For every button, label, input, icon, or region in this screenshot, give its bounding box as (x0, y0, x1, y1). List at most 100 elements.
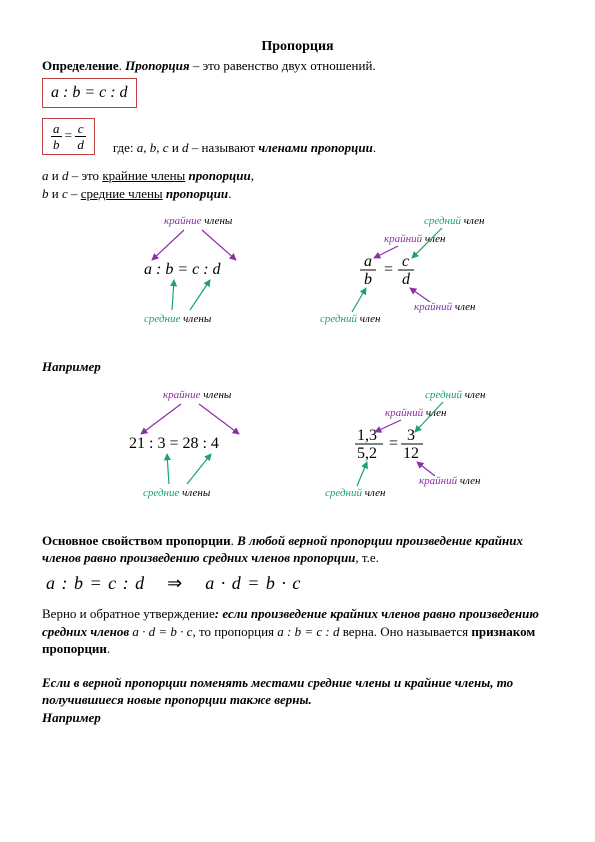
svg-text:крайний член: крайний член (419, 475, 481, 487)
diagram2-eq: 21 : 3 = 28 : 4 (129, 435, 219, 452)
extremes-line: a и d – это крайние члены пропорции, (42, 167, 553, 185)
inverse-eq2: a : b = c : d (277, 624, 339, 639)
lbl-mean1: средний (424, 215, 462, 227)
lbl2-members2: члены (182, 487, 211, 499)
lbl-extremes: крайние (164, 215, 202, 227)
means-line: b и c – средние члены пропорции. (42, 185, 553, 203)
lbl-mean2: средний (320, 313, 358, 325)
diagram-colon-abcd: крайние члены a : b = c : d средние член… (94, 210, 284, 330)
lbl3-member3: член (364, 487, 385, 499)
lbl-member4: член (454, 301, 475, 313)
svg-text:крайний член: крайний член (385, 407, 447, 419)
lbl-extreme1: крайний (384, 233, 423, 245)
property-equation: a : b = c : d ⇒ a · d = b · c (46, 571, 553, 595)
extremes-and: и (52, 168, 59, 183)
lbl-member3: член (359, 313, 380, 325)
svg-text:средние члены: средние члены (144, 313, 212, 325)
svg-text:средние члены: средние члены (143, 487, 211, 499)
frac-b: b (51, 136, 62, 151)
svg-text:крайний член: крайний член (384, 233, 446, 245)
lbl2-extremes: крайние (163, 389, 201, 401)
means-and: и (52, 186, 59, 201)
members-and: и (172, 140, 179, 155)
svg-text:средний член: средний член (424, 215, 485, 227)
lbl2-members: члены (203, 389, 232, 401)
extremes-a: a (42, 168, 49, 183)
inverse-pre: Верно и обратное утверждение (42, 606, 215, 621)
definition-prefix: Определение (42, 58, 119, 73)
swap-example: Например (42, 709, 553, 727)
definition-term: Пропорция (125, 58, 190, 73)
lbl-members: члены (204, 215, 233, 227)
page-title: Пропорция (42, 38, 553, 57)
members-letters: a, b, c (137, 140, 169, 155)
svg-text:средний член: средний член (325, 487, 386, 499)
extremes-term: пропорции (189, 168, 251, 183)
lbl3-extreme2: крайний (419, 475, 458, 487)
diagram-frac-nums: средний член крайний член 1,3 5,2 = 3 12… (307, 384, 507, 504)
prop-suffix: , т.е. (355, 550, 378, 565)
d2-frac-d: 12 (403, 445, 419, 462)
diagram-frac-abcd: средний член крайний член a b = c d сред… (302, 210, 502, 330)
extremes-suffix: это (81, 168, 99, 183)
svg-text:крайние члены: крайние члены (163, 389, 232, 401)
svg-text:средний член: средний член (425, 389, 486, 401)
d1-frac-b: b (364, 271, 372, 288)
inverse-eq: a · d = b · c (132, 624, 192, 639)
prop-eq-left: a : b = c : d (46, 573, 145, 593)
definition-text: это равенство двух отношений. (203, 58, 376, 73)
frac-a: a (51, 122, 62, 136)
means-c: c (62, 186, 68, 201)
diagram-row-2: крайние члены 21 : 3 = 28 : 4 средние чл… (42, 384, 553, 504)
frac-c: c (76, 122, 86, 136)
members-d: d (182, 140, 189, 155)
property-text: Основное свойством пропорции. В любой ве… (42, 532, 553, 567)
equation-frac-box: a b = c d (42, 118, 95, 155)
lbl2-means: средние (143, 487, 180, 499)
svg-text:=: = (389, 435, 398, 452)
equation-colon-box: a : b = c : d (42, 78, 137, 108)
svg-text:средний член: средний член (320, 313, 381, 325)
members-caption: где: a, b, c и d – называют членами проп… (113, 139, 376, 157)
lbl3-member1: член (464, 389, 485, 401)
definition-line: Определение. Пропорция – это равенство д… (42, 57, 553, 75)
lbl-member1: член (463, 215, 484, 227)
example-header: Например (42, 358, 553, 376)
prop-arrow: ⇒ (167, 573, 183, 593)
d2-frac-c: 3 (407, 427, 415, 444)
svg-text:крайние члены: крайние члены (164, 215, 233, 227)
prop-prefix: Основное свойством пропорции (42, 533, 231, 548)
members-prefix: где: (113, 140, 134, 155)
swap-text: Если в верной пропорции поменять местами… (42, 674, 553, 709)
means-underline: средние члены (81, 186, 163, 201)
d1-frac-c: c (402, 253, 409, 270)
extremes-underline: крайние члены (102, 168, 185, 183)
members-suffix: называют (202, 140, 256, 155)
means-term: пропорции (166, 186, 228, 201)
d2-frac-a: 1,3 (357, 427, 377, 444)
svg-text:=: = (384, 261, 393, 278)
frac-d: d (75, 136, 86, 151)
members-term: членами пропорции (258, 140, 373, 155)
frac-rhs: c d (75, 122, 86, 151)
lbl3-mean2: средний (325, 487, 363, 499)
lbl3-mean1: средний (425, 389, 463, 401)
d2-frac-b: 5,2 (357, 445, 377, 462)
lbl-members2: члены (183, 313, 212, 325)
inverse-mid2: верна. Оно называется (343, 624, 468, 639)
extremes-d: d (62, 168, 69, 183)
lbl3-extreme1: крайний (385, 407, 424, 419)
frac-lhs: a b (51, 122, 62, 151)
d1-frac-a: a (364, 253, 372, 270)
inverse-text: Верно и обратное утверждение: если произ… (42, 605, 553, 658)
d1-frac-d: d (402, 271, 411, 288)
inverse-mid: , то пропорция (192, 624, 274, 639)
lbl3-member4: член (459, 475, 480, 487)
lbl-means: средние (144, 313, 181, 325)
means-b: b (42, 186, 49, 201)
lbl-extreme2: крайний (414, 301, 453, 313)
svg-text:крайний член: крайний член (414, 301, 476, 313)
prop-eq-right: a · d = b · c (205, 573, 301, 593)
diagram-row-1: крайние члены a : b = c : d средние член… (42, 210, 553, 330)
diagram1-eq: a : b = c : d (144, 261, 222, 278)
